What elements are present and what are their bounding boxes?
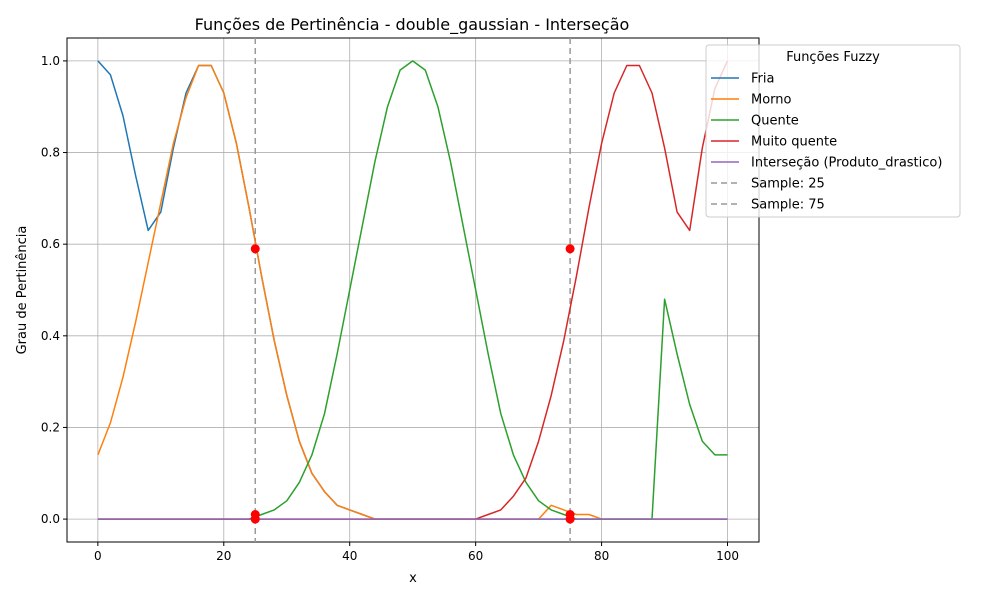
series-line-1 [97, 64, 728, 520]
y-tick-label-0: 0.0 [41, 512, 60, 526]
legend-label-0: Fria [751, 72, 774, 87]
y-ticks: 0.0 0.2 0.4 0.6 0.8 1.0 [41, 54, 67, 526]
series-lines [97, 60, 729, 520]
intersection-marker-2 [250, 514, 260, 524]
legend-title: Funções Fuzzy [786, 50, 880, 65]
y-tick-label-5: 1.0 [41, 54, 60, 68]
legend-label-4: Interseção (Produto_drastico) [751, 156, 942, 171]
series-line-0 [97, 60, 728, 520]
x-tick-label-2: 40 [342, 549, 357, 563]
y-tick-label-3: 0.6 [41, 237, 60, 251]
x-tick-label-1: 20 [216, 549, 231, 563]
y-tick-label-4: 0.8 [41, 146, 60, 160]
legend-label-5: Sample: 25 [751, 177, 825, 192]
intersection-markers [250, 244, 575, 524]
y-axis-label: Grau de Pertinência [15, 226, 30, 355]
sample-lines [254, 38, 571, 542]
y-tick-label-1: 0.2 [41, 420, 60, 434]
series-line-3 [97, 60, 729, 520]
intersection-marker-3 [565, 244, 575, 254]
series-line-2 [97, 60, 728, 520]
legend-label-6: Sample: 75 [751, 198, 825, 213]
legend-label-1: Morno [751, 93, 792, 108]
x-tick-label-5: 100 [716, 549, 739, 563]
legend-label-2: Quente [751, 114, 799, 129]
legend-label-3: Muito quente [751, 135, 837, 150]
plot-area [66, 37, 760, 543]
x-tick-label-0: 0 [94, 549, 102, 563]
chart-title: Funções de Pertinência - double_gaussian… [195, 15, 630, 35]
intersection-marker-0 [250, 244, 260, 254]
x-tick-label-3: 60 [468, 549, 483, 563]
x-tick-label-4: 80 [594, 549, 609, 563]
legend-items: Fria Morno Quente Muito quente Interseção (P… [711, 72, 942, 213]
legend: Funções Fuzzy Fria Morno Quente Muito quent… [705, 44, 961, 218]
y-tick-label-2: 0.4 [41, 329, 60, 343]
legend-box [705, 44, 961, 218]
x-axis-label: x [409, 571, 417, 586]
intersection-marker-5 [565, 514, 575, 524]
x-ticks: 0 20 40 60 80 100 [94, 542, 739, 563]
